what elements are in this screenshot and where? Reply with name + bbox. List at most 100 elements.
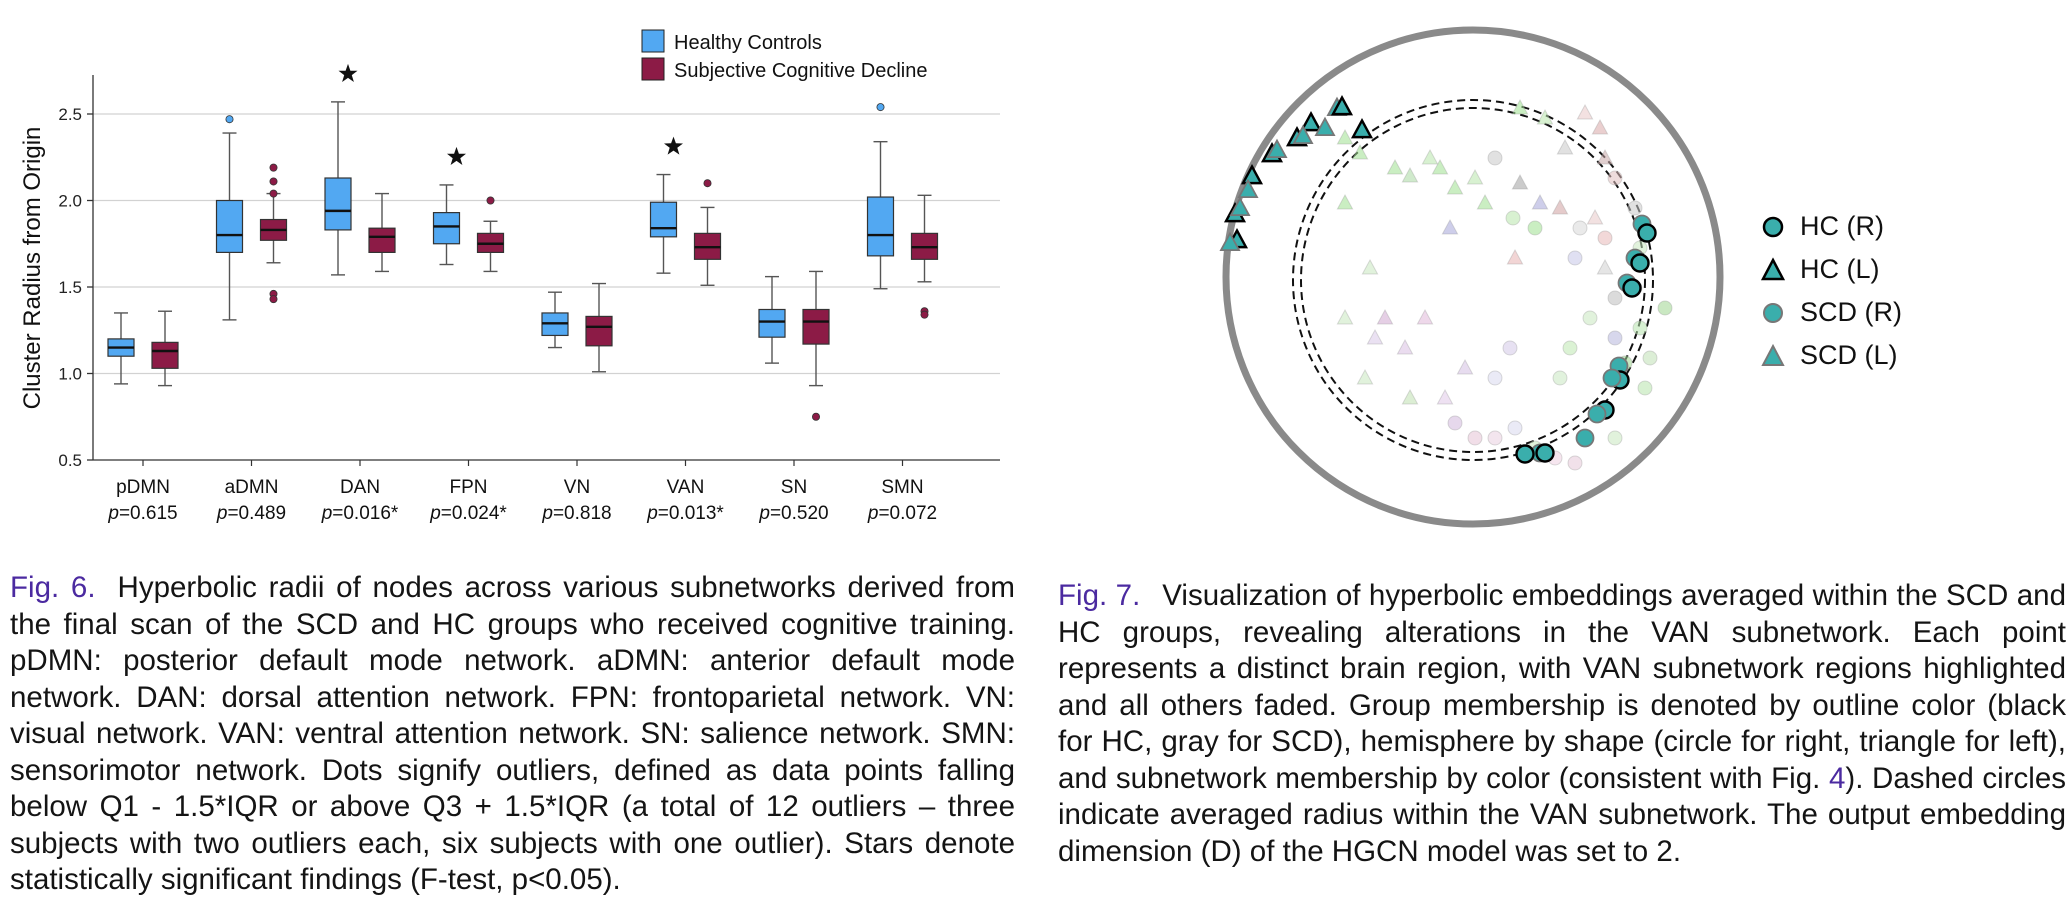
fig7-caption-label: Fig. 7. <box>1058 579 1141 612</box>
significance-star-icon <box>664 136 683 155</box>
faded-point <box>1336 193 1354 210</box>
fig6-caption: Fig. 6. Hyperbolic radii of nodes across … <box>10 570 1015 899</box>
x-tick-label: VN <box>564 477 590 498</box>
box-hc-vn <box>541 291 569 349</box>
box-iqr <box>866 196 895 257</box>
scd-right-point <box>1602 368 1622 388</box>
faded-point <box>1506 248 1524 265</box>
legend-swatch-hc <box>641 29 665 53</box>
p-value-label: p=0.615 <box>107 503 177 524</box>
p-value-label: p=0.072 <box>867 503 937 524</box>
faded-point <box>1416 308 1434 325</box>
box-scd-smn <box>910 194 939 319</box>
faded-point <box>1632 320 1648 336</box>
scd-left-point <box>1237 178 1259 199</box>
faded-point <box>1511 98 1529 115</box>
legend-label: HC (R) <box>1800 211 1884 241</box>
outlier-dot <box>269 295 278 304</box>
x-tick-label: SMN <box>881 477 923 498</box>
legend-label: SCD (R) <box>1800 297 1902 327</box>
faded-point <box>1386 158 1404 175</box>
faded-point <box>1487 370 1503 386</box>
outlier-dot <box>269 177 278 186</box>
faded-point <box>1642 350 1658 366</box>
scd-left-point <box>1229 196 1251 217</box>
box-hc-van <box>649 173 678 274</box>
scd-right-point <box>1575 428 1595 448</box>
significance-star-icon <box>338 63 358 82</box>
legend-label-hc: Healthy Controls <box>674 32 822 54</box>
faded-point <box>1396 338 1414 355</box>
box-scd-van <box>693 179 722 286</box>
outlier-dot <box>812 412 821 421</box>
y-axis-label: Cluster Radius from Origin <box>19 127 46 410</box>
faded-point <box>1361 258 1379 275</box>
box-iqr <box>758 308 786 338</box>
faded-point <box>1336 308 1354 325</box>
legend-triangle-black-icon <box>1760 256 1786 280</box>
van-radius-hc-dashed <box>1292 99 1654 461</box>
faded-point <box>1502 340 1518 356</box>
p-value-label: p=0.024* <box>429 503 507 524</box>
box-iqr <box>324 177 352 231</box>
hc-right-point <box>1515 444 1535 464</box>
faded-point <box>1431 158 1449 175</box>
faded-point <box>1507 420 1523 436</box>
outlier-dot <box>920 310 929 319</box>
x-tick-label: FPN <box>450 477 488 498</box>
faded-point <box>1421 148 1439 165</box>
faded-point <box>1436 388 1454 405</box>
outlier-dot <box>703 179 712 188</box>
hc-right-point <box>1622 278 1642 298</box>
box-scd-vn <box>585 282 613 373</box>
chart-legend: Healthy Controls Subjective Cognitive De… <box>641 29 927 82</box>
box-scd-fpn <box>476 196 505 273</box>
fig6-boxplot: 0.5 1.0 1.5 2.0 2.5 Cluster Radius from Orig… <box>19 29 1000 524</box>
y-tick-label: 2.0 <box>58 192 82 211</box>
significance-star-icon <box>447 146 466 165</box>
faded-point <box>1531 193 1549 210</box>
faded-point <box>1476 193 1494 210</box>
scd-right-point <box>1587 404 1607 424</box>
faded-points <box>1336 98 1673 471</box>
hc-left-point <box>1350 117 1374 139</box>
box-iqr <box>368 227 396 253</box>
faded-point <box>1556 138 1574 155</box>
faded-point <box>1505 210 1521 226</box>
legend-label: HC (L) <box>1800 254 1880 284</box>
outlier-dot <box>486 196 495 205</box>
box-scd-sn <box>802 270 830 421</box>
legend-circle-gray-icon <box>1763 302 1783 323</box>
box-iqr <box>151 341 179 369</box>
faded-point <box>1607 430 1623 446</box>
faded-point <box>1591 118 1609 135</box>
box-hc-fpn <box>432 184 461 266</box>
faded-point <box>1356 368 1374 385</box>
faded-point <box>1446 178 1464 195</box>
hc-left-point <box>1330 94 1354 116</box>
faded-point <box>1441 218 1459 235</box>
scd-left-point <box>1292 124 1314 145</box>
box-scd-admn <box>259 163 288 304</box>
faded-point <box>1586 208 1604 225</box>
fig7-caption-figref[interactable]: 4 <box>1828 761 1846 795</box>
faded-point <box>1366 328 1384 345</box>
y-gridlines <box>93 113 1000 375</box>
van-radius-scd-dashed <box>1300 107 1646 453</box>
faded-point <box>1467 430 1483 446</box>
faded-point <box>1567 250 1583 266</box>
box-iqr <box>432 212 461 245</box>
boxes <box>107 63 939 421</box>
faded-point <box>1336 128 1354 145</box>
hc-left-point <box>1240 163 1264 185</box>
x-tick-label: VAN <box>667 477 705 498</box>
faded-point <box>1527 220 1543 236</box>
faded-point <box>1597 230 1613 246</box>
faded-point <box>1607 290 1623 306</box>
legend-swatch-scd <box>641 57 665 81</box>
hc-right-point <box>1630 253 1650 273</box>
outlier-dot <box>269 163 278 172</box>
x-tick-label: pDMN <box>116 477 170 498</box>
faded-point <box>1596 258 1614 275</box>
p-value-label: p=0.016* <box>321 503 399 524</box>
